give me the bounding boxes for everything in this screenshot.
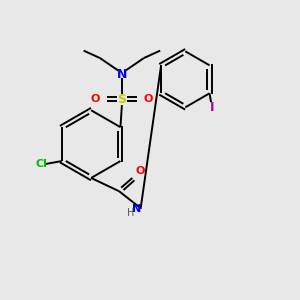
Text: N: N — [131, 204, 141, 214]
Text: H: H — [127, 208, 134, 218]
Text: S: S — [117, 93, 126, 106]
Text: Cl: Cl — [35, 159, 47, 169]
Text: O: O — [136, 167, 145, 176]
Text: I: I — [210, 101, 215, 114]
Text: O: O — [91, 94, 100, 104]
Text: O: O — [144, 94, 153, 104]
Text: N: N — [117, 68, 127, 81]
